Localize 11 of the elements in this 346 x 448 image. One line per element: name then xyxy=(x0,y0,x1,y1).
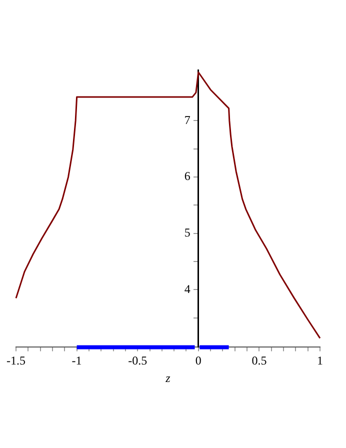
y-tick-label: 4 xyxy=(184,282,190,296)
y-tick-label: 7 xyxy=(184,112,190,127)
y-tick-label: 6 xyxy=(184,169,190,184)
x-tick-label: -1 xyxy=(72,354,82,368)
x-tick-label: 0.5 xyxy=(252,354,267,368)
x-axis-title: z xyxy=(164,370,171,385)
x-tick-label: 1 xyxy=(317,354,323,368)
y-tick-label: 5 xyxy=(184,226,190,240)
x-tick-label: 0 xyxy=(195,354,202,368)
x-tick-label: -1.5 xyxy=(6,354,26,368)
x-tick-label: -0.5 xyxy=(128,354,148,368)
